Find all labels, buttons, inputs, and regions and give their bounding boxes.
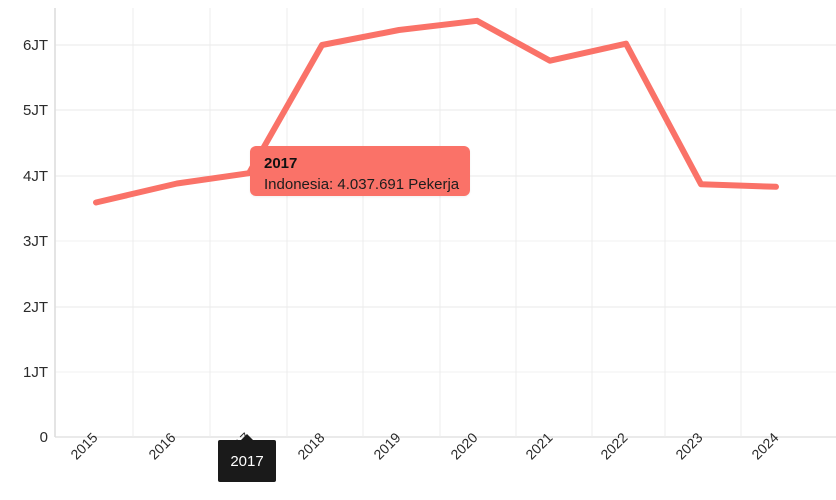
tooltip-body: Indonesia: 4.037.691 Pekerja: [264, 175, 460, 193]
horizontal-gridlines: [55, 44, 836, 438]
series-line-indonesia: [93, 17, 779, 206]
caret-up-icon: [241, 434, 253, 440]
y-tick-label: 1JT: [22, 364, 48, 381]
tooltip-title: 2017: [264, 155, 298, 172]
vertical-gridlines: [132, 8, 742, 437]
x-tick-highlight-2017[interactable]: 2017: [218, 434, 276, 482]
y-tick-label: 4JT: [22, 168, 48, 185]
y-tick-label: 3JT: [22, 233, 48, 250]
y-tick-label: 5JT: [22, 102, 48, 119]
x-tick-highlight-label: 2017: [230, 452, 264, 470]
chart-tooltip: 2017 Indonesia: 4.037.691 Pekerja: [250, 146, 470, 196]
y-tick-label: 6JT: [22, 37, 48, 54]
y-tick-label: 0: [39, 429, 48, 446]
y-tick-label: 2JT: [22, 299, 48, 316]
